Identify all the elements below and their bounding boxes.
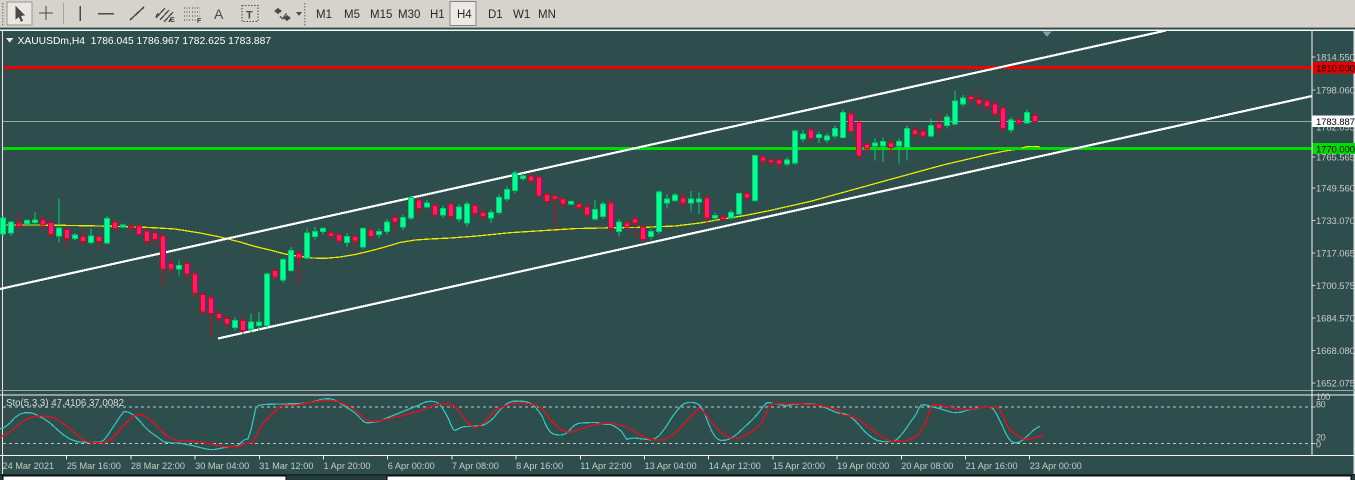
- svg-text:1668.080: 1668.080: [1316, 346, 1355, 357]
- svg-text:1810.000: 1810.000: [1316, 64, 1355, 75]
- svg-text:21 Apr 16:00: 21 Apr 16:00: [966, 461, 1018, 471]
- svg-text:1770.000: 1770.000: [1316, 144, 1355, 155]
- svg-text:F: F: [197, 18, 202, 25]
- svg-text:M15: M15: [370, 9, 392, 21]
- svg-text:E: E: [170, 17, 175, 24]
- svg-text:H4: H4: [457, 9, 472, 21]
- svg-text:13 Apr 04:00: 13 Apr 04:00: [645, 461, 697, 471]
- svg-text:20 Apr 08:00: 20 Apr 08:00: [901, 461, 953, 471]
- svg-text:1749.560: 1749.560: [1316, 184, 1355, 195]
- svg-text:1700.575: 1700.575: [1316, 281, 1355, 292]
- svg-text:Sto(5,3,3) 47.4106 37.0082: Sto(5,3,3) 47.4106 37.0082: [6, 398, 124, 409]
- svg-text:1652.075: 1652.075: [1316, 379, 1355, 390]
- svg-text:W1: W1: [513, 9, 530, 21]
- svg-text:14 Apr 12:00: 14 Apr 12:00: [709, 461, 761, 471]
- svg-text:1684.570: 1684.570: [1316, 314, 1355, 325]
- svg-text:8 Apr 16:00: 8 Apr 16:00: [516, 461, 563, 471]
- svg-text:6 Apr 00:00: 6 Apr 00:00: [388, 461, 435, 471]
- svg-text:M5: M5: [344, 9, 360, 21]
- svg-text:24 Mar 2021: 24 Mar 2021: [3, 461, 55, 471]
- svg-text:1814.550: 1814.550: [1316, 53, 1355, 64]
- svg-text:1798.060: 1798.060: [1316, 86, 1355, 97]
- svg-text:28 Mar 22:00: 28 Mar 22:00: [131, 461, 185, 471]
- svg-text:19 Apr 00:00: 19 Apr 00:00: [837, 461, 889, 471]
- svg-text:1 Apr 20:00: 1 Apr 20:00: [324, 461, 371, 471]
- svg-text:1733.070: 1733.070: [1316, 216, 1355, 227]
- svg-text:M1: M1: [316, 9, 332, 21]
- svg-text:23 Apr 00:00: 23 Apr 00:00: [1030, 461, 1082, 471]
- svg-text:H1: H1: [430, 9, 445, 21]
- svg-text:100: 100: [1316, 392, 1330, 402]
- svg-text:XAUUSDm,H4 1786.045 1786.967: XAUUSDm,H4 1786.045 1786.967 1782.625 17…: [18, 36, 272, 47]
- svg-text:30 Mar 04:00: 30 Mar 04:00: [195, 461, 249, 471]
- svg-text:1782.095: 1782.095: [1316, 123, 1355, 134]
- svg-text:D1: D1: [488, 9, 503, 21]
- svg-text:15 Apr 20:00: 15 Apr 20:00: [773, 461, 825, 471]
- svg-text:M30: M30: [398, 9, 420, 21]
- svg-text:T: T: [246, 10, 253, 22]
- svg-text:A: A: [214, 6, 224, 22]
- svg-text:1783.887: 1783.887: [1316, 117, 1355, 128]
- svg-text:11 Apr 22:00: 11 Apr 22:00: [580, 461, 631, 471]
- svg-text:7 Apr 08:00: 7 Apr 08:00: [452, 461, 499, 471]
- svg-text:MN: MN: [538, 9, 556, 21]
- svg-text:1765.565: 1765.565: [1316, 153, 1355, 164]
- svg-text:25 Mar 16:00: 25 Mar 16:00: [67, 461, 121, 471]
- svg-text:20: 20: [1316, 432, 1326, 442]
- svg-text:80: 80: [1316, 400, 1326, 410]
- svg-text:1717.065: 1717.065: [1316, 249, 1355, 260]
- svg-text:31 Mar 12:00: 31 Mar 12:00: [259, 461, 313, 471]
- svg-text:0: 0: [1316, 439, 1321, 449]
